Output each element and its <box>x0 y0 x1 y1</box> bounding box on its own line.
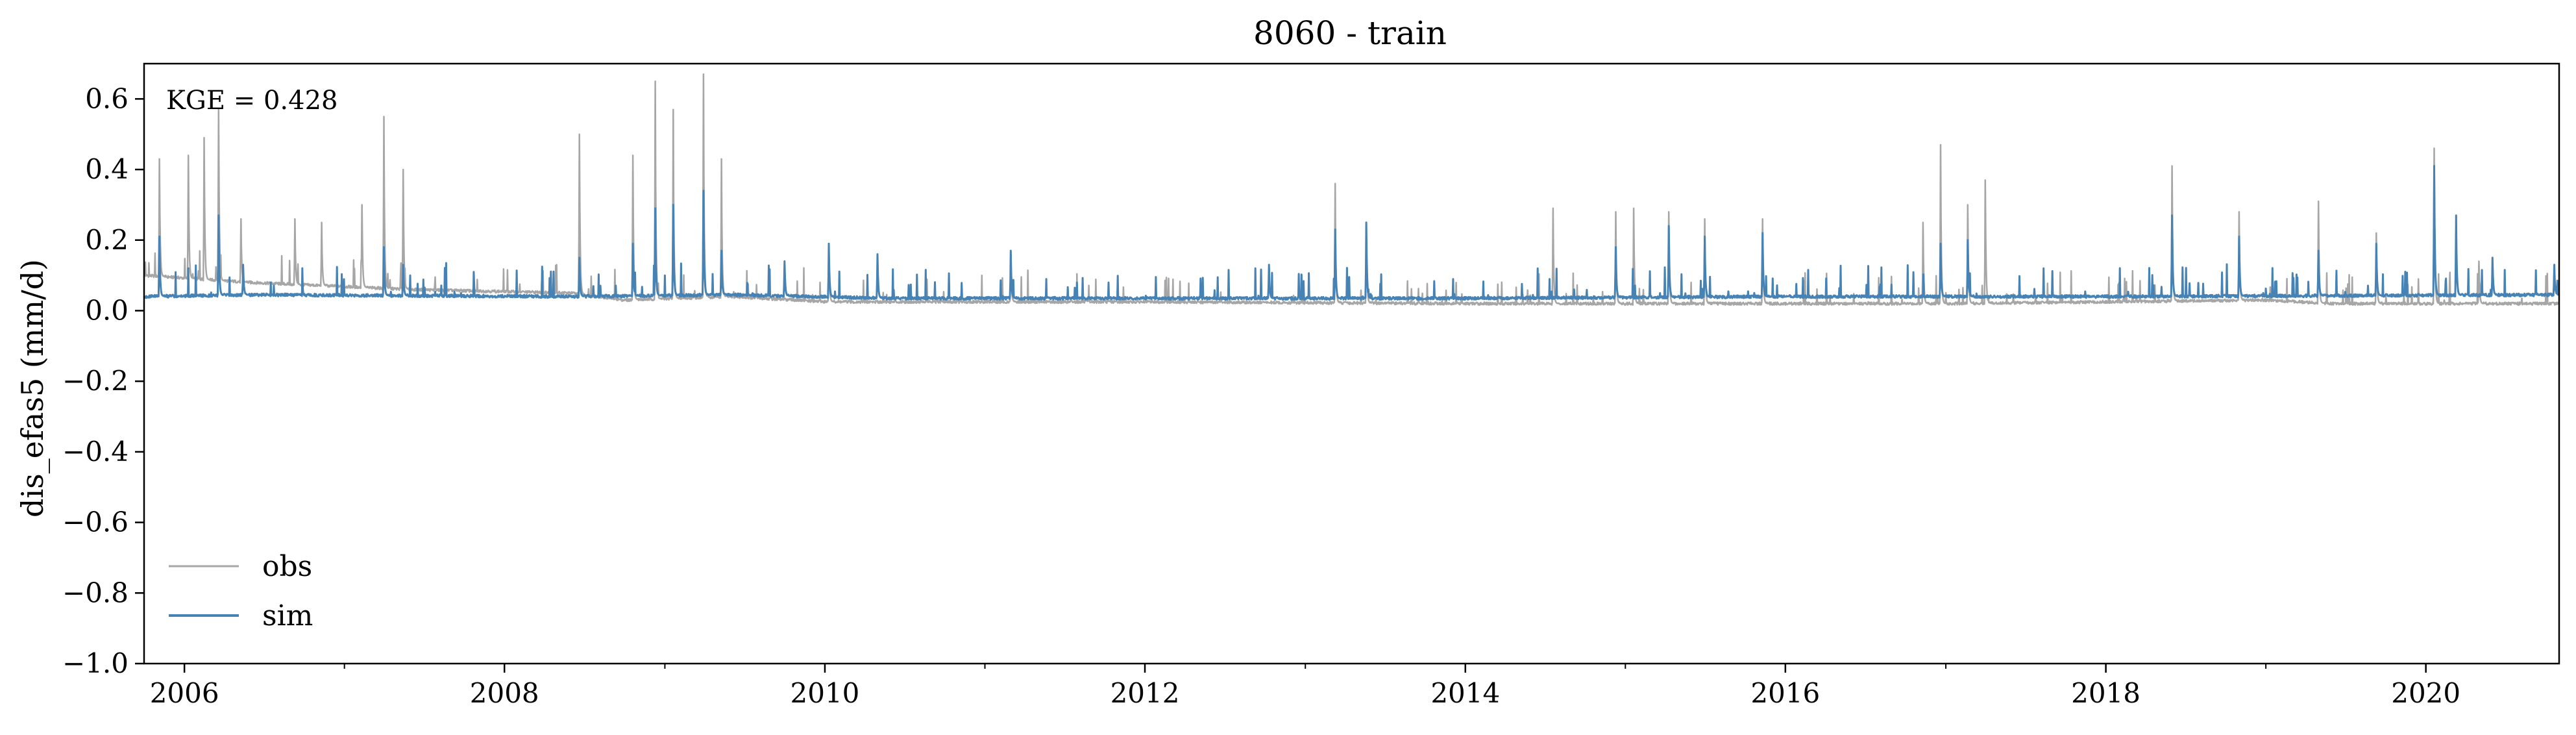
x-tick-label: 2006 <box>150 677 219 709</box>
kge-annotation: KGE = 0.428 <box>166 86 338 116</box>
x-tick-label: 2014 <box>1430 677 1500 709</box>
x-tick-label: 2008 <box>470 677 539 709</box>
legend-sim-label: sim <box>262 599 313 632</box>
series-line-sim <box>143 165 2560 301</box>
y-tick-label: 0.2 <box>85 224 129 256</box>
chart-title: 8060 - train <box>1253 14 1447 52</box>
series-layer <box>143 73 2560 306</box>
y-tick-label: −1.0 <box>62 647 129 679</box>
y-axis-label: dis_efas5 (mm/d) <box>15 259 50 517</box>
x-tick-label: 2012 <box>1110 677 1180 709</box>
y-tick-label: 0.4 <box>85 153 129 185</box>
y-axis: −1.0 −0.8 −0.6 −0.4 −0.2 0.0 0.2 0.4 0.6 <box>62 82 144 679</box>
x-tick-label: 2010 <box>791 677 860 709</box>
y-tick-label: −0.6 <box>62 506 129 538</box>
legend: obs sim <box>169 550 313 632</box>
x-axis: 2006 2008 2010 2012 2014 2016 2018 2020 <box>150 664 2460 709</box>
x-tick-label: 2018 <box>2071 677 2141 709</box>
x-tick-label: 2016 <box>1750 677 1820 709</box>
x-tick-label: 2020 <box>2391 677 2460 709</box>
series-line-obs <box>143 73 2560 306</box>
y-tick-label: −0.2 <box>62 365 129 397</box>
y-tick-label: −0.4 <box>62 436 129 467</box>
plot-area: −1.0−0.8−0.6−0.4−0.20.00.20.40.6 2006 200… <box>62 62 2560 709</box>
y-tick-label: 0.6 <box>85 82 129 114</box>
y-tick-label: 0.0 <box>85 294 129 326</box>
plot-frame <box>143 62 2560 665</box>
legend-obs-label: obs <box>262 550 312 583</box>
y-tick-label: −0.8 <box>62 577 129 608</box>
